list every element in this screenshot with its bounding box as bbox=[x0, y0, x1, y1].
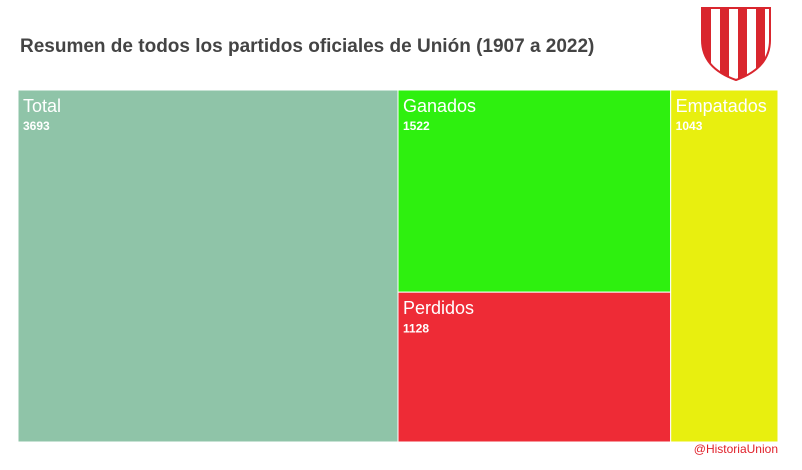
cell-value: 1043 bbox=[676, 119, 703, 133]
cell-label: Total bbox=[23, 96, 61, 116]
treemap-cell bbox=[397, 89, 672, 293]
treemap-cell bbox=[397, 291, 672, 443]
treemap-cell bbox=[17, 89, 399, 443]
cell-value: 3693 bbox=[23, 119, 50, 133]
cell-label: Perdidos bbox=[403, 298, 474, 318]
source: @HistoriaUnion bbox=[694, 442, 778, 456]
cell-value: 1128 bbox=[403, 321, 429, 335]
cell-value: 1522 bbox=[403, 119, 430, 133]
logo bbox=[701, 7, 771, 82]
treemap-cell bbox=[670, 89, 779, 443]
cell-label: Empatados bbox=[676, 96, 767, 116]
cell-label: Ganados bbox=[403, 96, 476, 116]
chart-title: Resumen de todos los partidos oficiales … bbox=[20, 36, 594, 57]
